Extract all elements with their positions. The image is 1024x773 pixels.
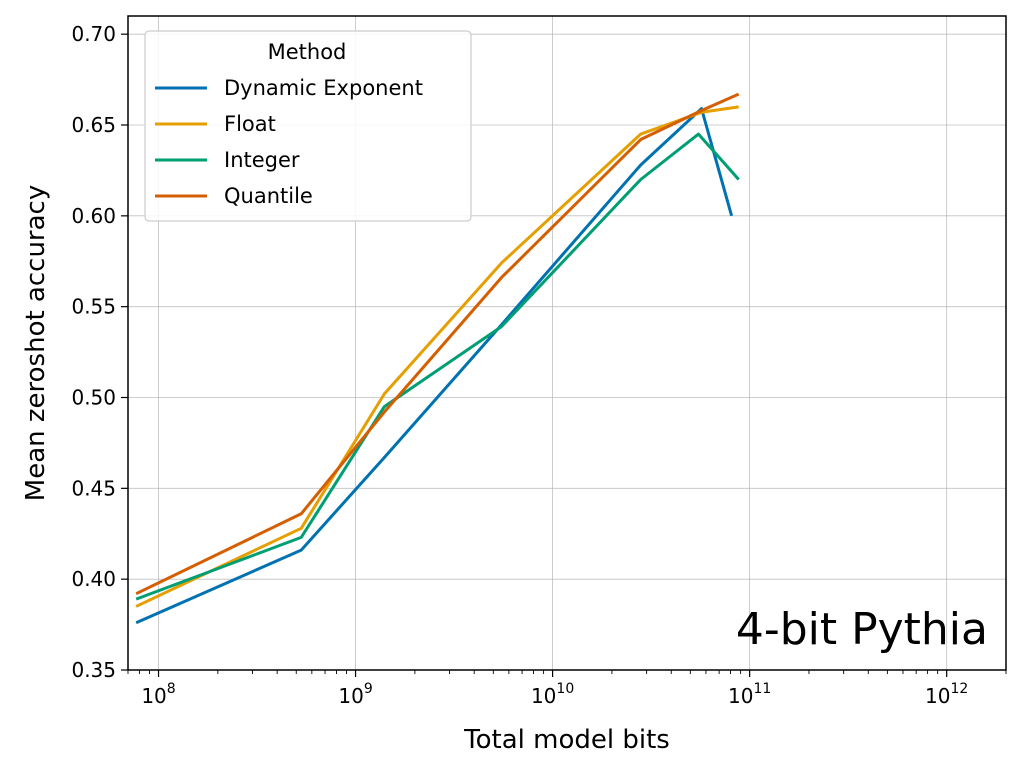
legend-box (144, 30, 472, 222)
chart-annotation: 4-bit Pythia (736, 604, 988, 655)
series-lines (135, 92, 740, 625)
legend: Method Dynamic Exponent Float Integer Quant… (144, 30, 472, 222)
y-tick-label: 0.35 (71, 658, 116, 682)
legend-label-1: Float (224, 112, 276, 136)
x-tick-label: 1012 (925, 681, 968, 708)
x-tick-label: 109 (338, 681, 372, 708)
x-tick-label: 1010 (531, 681, 574, 708)
series-line-2 (135, 132, 740, 601)
x-tick-base: 10 (531, 684, 556, 708)
y-tick-label: 0.50 (71, 386, 116, 410)
series-line-3 (135, 92, 740, 596)
x-tick-base: 10 (141, 684, 166, 708)
legend-items: Dynamic Exponent Float Integer Quantile (155, 76, 423, 208)
y-tick-label: 0.70 (71, 22, 116, 46)
x-tick-base: 10 (728, 684, 753, 708)
x-axis-label: Total model bits (463, 725, 670, 755)
x-tick-base: 10 (338, 684, 363, 708)
y-tick-label: 0.60 (71, 204, 116, 228)
x-tick-base: 10 (925, 684, 950, 708)
y-tick-label: 0.55 (71, 295, 116, 319)
y-tick-label: 0.65 (71, 113, 116, 137)
series-line-1 (135, 105, 739, 608)
plot-frame (127, 15, 1007, 671)
x-tick-label: 1011 (728, 681, 771, 708)
x-tick-exponent: 8 (167, 681, 176, 697)
legend-label-3: Quantile (224, 184, 313, 208)
y-axis-label: Mean zeroshot accuracy (21, 185, 51, 501)
x-tick-exponent: 10 (556, 681, 574, 697)
y-tick-label: 0.40 (71, 567, 116, 591)
x-tick-label: 108 (141, 681, 175, 708)
x-tick-exponent: 9 (364, 681, 373, 697)
x-tick-exponent: 12 (950, 681, 968, 697)
legend-label-0: Dynamic Exponent (224, 76, 423, 100)
y-tick-label: 0.45 (71, 476, 116, 500)
x-tick-exponent: 11 (753, 681, 771, 697)
legend-label-2: Integer (224, 148, 300, 172)
legend-title: Method (268, 40, 347, 64)
